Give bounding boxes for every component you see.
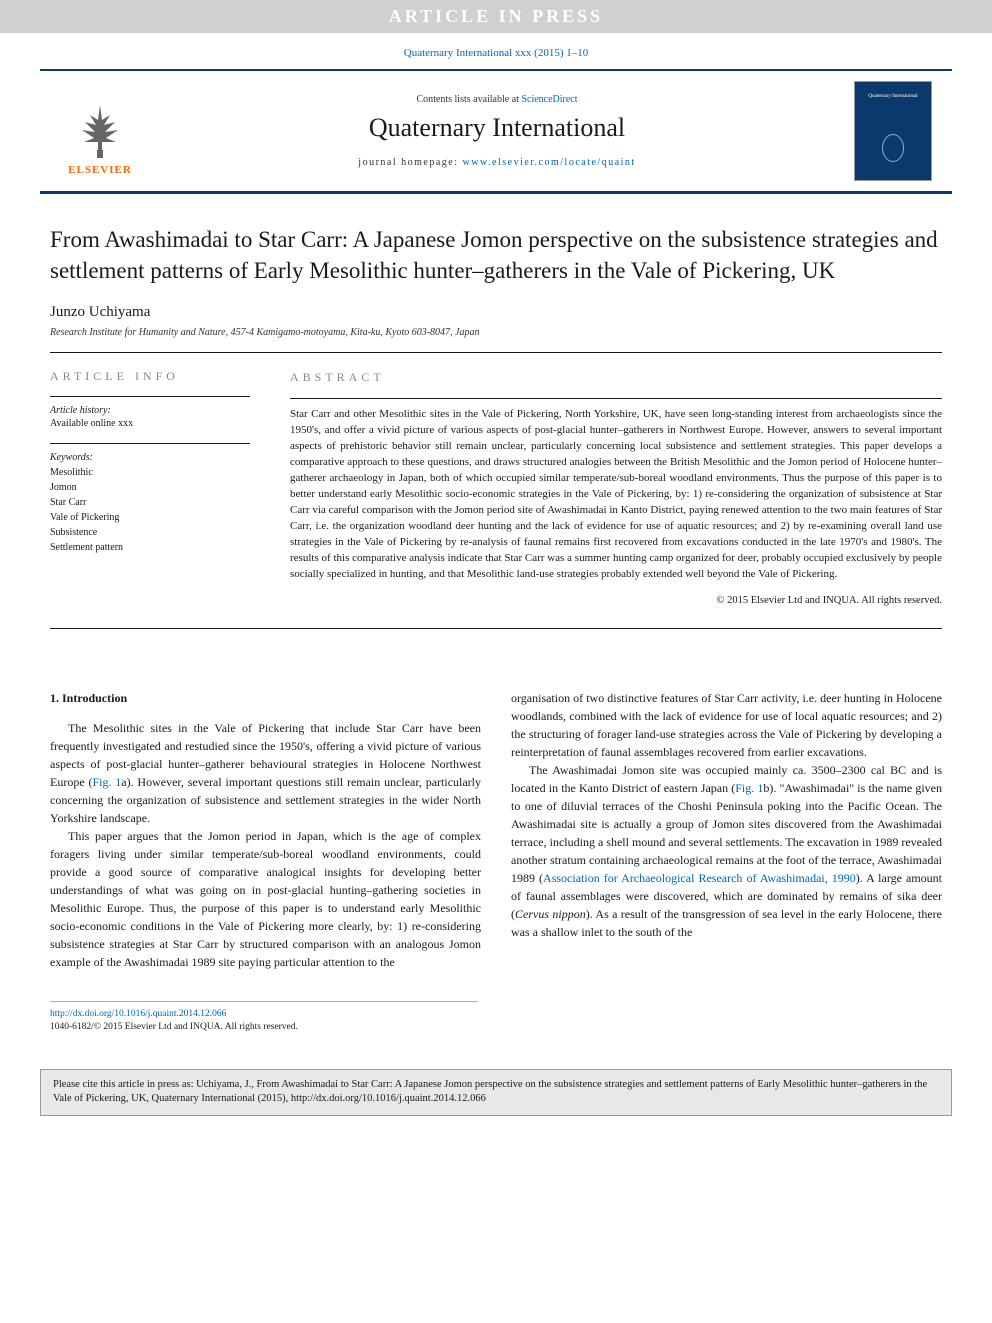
keyword: Mesolithic [50, 465, 250, 480]
contents-line: Contents lists available at ScienceDirec… [160, 94, 834, 105]
sciencedirect-link[interactable]: ScienceDirect [521, 94, 577, 105]
abstract-col: ABSTRACT Star Carr and other Mesolithic … [290, 369, 942, 608]
keywords-list: Mesolithic Jomon Star Carr Vale of Picke… [50, 465, 250, 555]
body-col-left: 1. Introduction The Mesolithic sites in … [50, 689, 481, 971]
contents-prefix: Contents lists available at [416, 94, 521, 105]
figure-ref[interactable]: Fig. 1 [92, 775, 121, 789]
divider [50, 396, 250, 397]
citation-ref[interactable]: Association for Archaeological Research … [543, 871, 856, 885]
elsevier-logo[interactable]: ELSEVIER [60, 86, 140, 176]
abstract-text: Star Carr and other Mesolithic sites in … [290, 407, 942, 582]
info-abstract-row: ARTICLE INFO Article history: Available … [50, 353, 942, 629]
keywords-label: Keywords: [50, 452, 250, 463]
homepage-line: journal homepage: www.elsevier.com/locat… [160, 157, 834, 168]
header-center: Contents lists available at ScienceDirec… [160, 94, 834, 168]
keyword: Subsistence [50, 525, 250, 540]
journal-name: Quaternary International [160, 113, 834, 143]
journal-cover-thumb[interactable]: Quaternary International [854, 81, 932, 181]
figure-ref[interactable]: Fig. 1 [735, 781, 763, 795]
article-title: From Awashimadai to Star Carr: A Japanes… [50, 224, 942, 286]
cite-box: Please cite this article in press as: Uc… [40, 1069, 952, 1116]
elsevier-tree-icon [70, 100, 130, 160]
body-paragraph: The Mesolithic sites in the Vale of Pick… [50, 719, 481, 827]
body-paragraph: organisation of two distinctive features… [511, 689, 942, 761]
history-value: Available online xxx [50, 418, 250, 429]
divider [50, 443, 250, 444]
footer-info: http://dx.doi.org/10.1016/j.quaint.2014.… [50, 1001, 478, 1035]
abstract-label: ABSTRACT [290, 369, 942, 386]
cover-badge-icon [882, 134, 904, 162]
body-paragraph: The Awashimadai Jomon site was occupied … [511, 761, 942, 941]
author-affiliation: Research Institute for Humanity and Natu… [50, 327, 942, 338]
divider [290, 398, 942, 399]
elsevier-label: ELSEVIER [68, 164, 132, 176]
article-info-col: ARTICLE INFO Article history: Available … [50, 369, 250, 608]
keyword: Vale of Pickering [50, 510, 250, 525]
citation-link[interactable]: Quaternary International xxx (2015) 1–10 [404, 47, 589, 59]
body-col-right: organisation of two distinctive features… [511, 689, 942, 971]
body-paragraph: This paper argues that the Jomon period … [50, 827, 481, 971]
cover-title: Quaternary International [861, 94, 925, 99]
citation-line: Quaternary International xxx (2015) 1–10 [0, 33, 992, 69]
issn-copyright: 1040-6182/© 2015 Elsevier Ltd and INQUA.… [50, 1022, 298, 1032]
history-label: Article history: [50, 405, 250, 416]
keyword: Settlement pattern [50, 540, 250, 555]
homepage-prefix: journal homepage: [358, 157, 462, 168]
doi-link[interactable]: http://dx.doi.org/10.1016/j.quaint.2014.… [50, 1009, 226, 1019]
keyword: Star Carr [50, 495, 250, 510]
keyword: Jomon [50, 480, 250, 495]
abstract-copyright: © 2015 Elsevier Ltd and INQUA. All right… [290, 593, 942, 608]
author-name: Junzo Uchiyama [50, 304, 942, 321]
body-columns: 1. Introduction The Mesolithic sites in … [50, 689, 942, 971]
species-name: Cervus nippon [515, 907, 586, 921]
homepage-link[interactable]: www.elsevier.com/locate/quaint [463, 157, 636, 168]
article-in-press-banner: ARTICLE IN PRESS [0, 0, 992, 33]
journal-header: ELSEVIER Contents lists available at Sci… [40, 69, 952, 194]
section-heading-intro: 1. Introduction [50, 689, 481, 707]
article-info-label: ARTICLE INFO [50, 369, 250, 384]
